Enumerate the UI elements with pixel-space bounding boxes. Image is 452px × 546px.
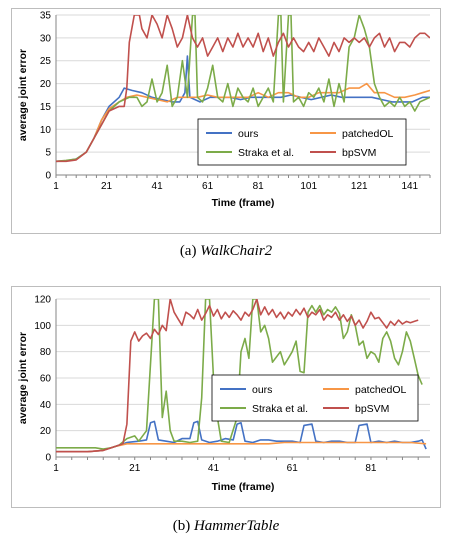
caption-name: HammerTable	[193, 518, 280, 534]
y-axis-title: average joint error	[17, 332, 29, 424]
caption-hammertable: (b) HammerTable	[0, 518, 452, 535]
x-axis-title: Time (frame)	[212, 481, 275, 493]
x-tick-label: 61	[202, 181, 214, 192]
legend-label: Straka et al.	[252, 403, 308, 415]
x-tick-label: 21	[101, 181, 113, 192]
legend-label: Straka et al.	[238, 147, 294, 159]
series-line-bpsvm	[56, 15, 430, 163]
x-axis-title: Time (frame)	[212, 197, 275, 209]
legend-box	[197, 118, 407, 166]
x-tick-label: 21	[129, 463, 141, 474]
chart-hammertable: 0 20 40 60 80 100 120 1 21 41 61 81 Time (frame) aver…	[11, 286, 441, 508]
y-tick-label: 25	[40, 56, 52, 67]
x-tick-label: 41	[152, 181, 164, 192]
y-axis-title: average joint error	[17, 49, 29, 141]
y-tick-label: 5	[45, 148, 51, 159]
caption-prefix: (b)	[172, 518, 191, 534]
x-tick-label: 121	[351, 181, 368, 192]
legend: ours patchedOL Straka et al. bpSVM	[211, 374, 419, 422]
x-tick-label: 81	[253, 181, 265, 192]
x-tick-label: 81	[365, 463, 377, 474]
y-tick-label: 20	[40, 426, 52, 437]
legend-label: bpSVM	[342, 147, 376, 159]
y-tick-label: 30	[40, 33, 52, 44]
series-group	[56, 15, 430, 163]
series-line-straka-et-al	[56, 299, 423, 450]
caption-name: WalkChair2	[200, 243, 273, 259]
y-tick-label: 120	[34, 295, 51, 306]
legend-box	[211, 374, 419, 422]
y-tick-label: 20	[40, 79, 52, 90]
y-tick-label: 100	[34, 321, 51, 332]
x-tick-label: 41	[208, 463, 220, 474]
y-tick-label: 80	[40, 347, 52, 358]
series-line-straka-et-al	[56, 15, 430, 163]
y-tick-label: 60	[40, 374, 52, 385]
y-tick-label: 10	[40, 125, 52, 136]
y-tick-label: 40	[40, 400, 52, 411]
y-tick-label: 15	[40, 102, 52, 113]
legend-label: patchedOL	[355, 384, 407, 396]
chart-hammertable-svg: 0 20 40 60 80 100 120 1 21 41 61 81 Time (frame) aver…	[17, 295, 430, 493]
x-tick-label: 101	[300, 181, 317, 192]
caption-prefix: (a)	[179, 243, 197, 259]
x-tick-label: 1	[53, 463, 59, 474]
legend-label: ours	[252, 384, 272, 396]
legend-label: patchedOL	[342, 128, 394, 140]
legend-label: bpSVM	[355, 403, 389, 415]
series-line-ours	[56, 420, 427, 453]
series-line-bpsvm	[56, 299, 419, 453]
y-tick-label: 0	[45, 171, 51, 182]
chart-walkchair2: 0 5 10 15 20 25 30 35 1 21 41 61 81 101 121 141 Time (fr…	[11, 8, 441, 234]
y-tick-label: 35	[40, 11, 52, 22]
legend-label: ours	[238, 128, 258, 140]
series-group	[56, 299, 427, 453]
caption-walkchair2: (a) WalkChair2	[0, 243, 452, 260]
x-tick-label: 61	[287, 463, 299, 474]
x-tick-label: 1	[53, 181, 59, 192]
y-tick-label: 0	[45, 453, 51, 464]
legend: ours patchedOL Straka et al. bpSVM	[197, 118, 407, 166]
x-tick-label: 141	[401, 181, 418, 192]
